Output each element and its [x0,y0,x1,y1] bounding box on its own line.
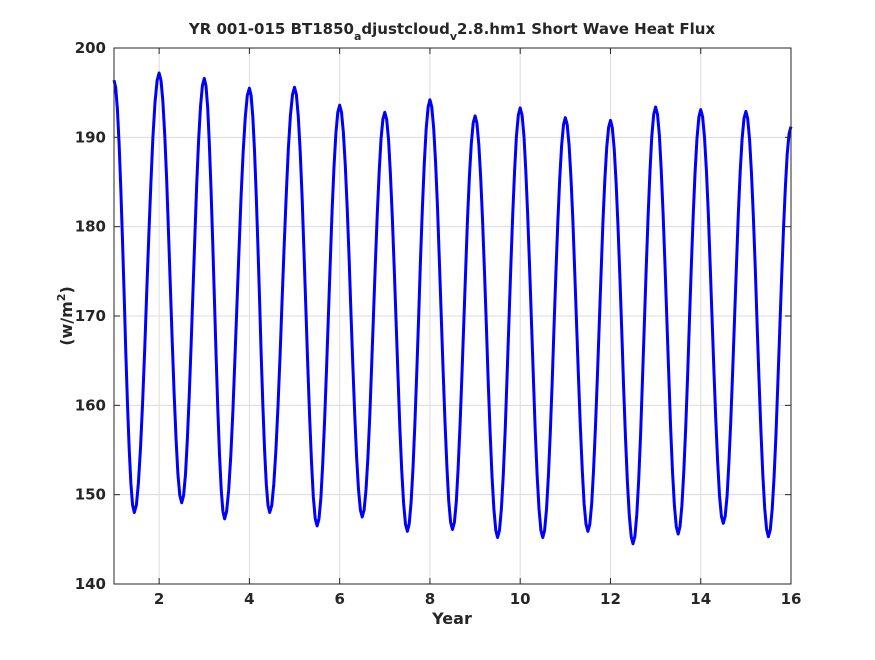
y-tick-label: 140 [75,575,106,593]
x-tick-label: 4 [244,590,254,608]
y-tick-label: 150 [75,486,106,504]
y-axis-label-close: ) [57,286,76,293]
y-tick-label: 170 [75,307,106,325]
x-axis-label: Year [431,609,472,628]
x-tick-label: 6 [334,590,344,608]
y-tick-label: 160 [75,396,106,414]
title-subscript-1: a [354,30,361,43]
y-axis-label-superscript: 2 [55,294,68,302]
y-tick-label: 190 [75,128,106,146]
series-line [112,71,793,546]
y-axis-label: (w/m2) [55,286,76,346]
title-part-3: 2.8.hm1 Short Wave Heat Flux [457,20,715,38]
x-tick-label: 14 [690,590,711,608]
x-tick-label: 16 [781,590,802,608]
y-tick-labels: 140 150 160 170 180 190 200 [75,39,106,593]
x-tick-labels: 2 4 6 8 10 12 14 16 [154,590,802,608]
title-part-2: djustcloud [361,20,449,38]
y-tick-label: 200 [75,39,106,57]
series-layer [112,71,793,546]
x-tick-label: 10 [510,590,531,608]
title-part-1: YR 001-015 BT1850 [188,20,354,38]
y-tick-label: 180 [75,218,106,236]
chart-title: YR 001-015 BT1850adjustcloudv2.8.hm1 Sho… [188,20,716,43]
tick-marks [114,47,792,585]
x-tick-label: 2 [154,590,164,608]
title-subscript-2: v [450,30,458,43]
x-tick-label: 8 [425,590,435,608]
y-axis-label-main: (w/m [57,301,76,346]
x-tick-label: 12 [600,590,621,608]
